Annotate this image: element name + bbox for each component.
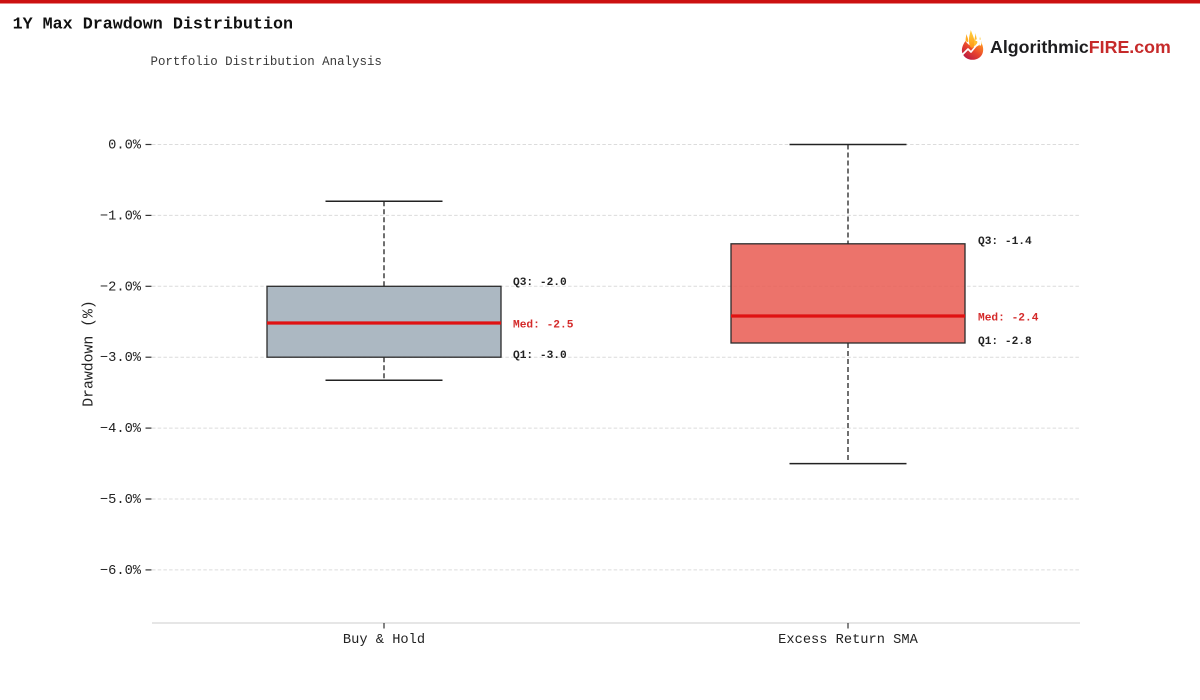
svg-text:Med: -2.5: Med: -2.5 (513, 320, 574, 332)
svg-text:Med: -2.4: Med: -2.4 (978, 313, 1039, 325)
svg-text:−1.0%: −1.0% (100, 209, 142, 224)
svg-text:−5.0%: −5.0% (100, 493, 142, 508)
svg-text:−4.0%: −4.0% (100, 422, 142, 437)
svg-text:Q3: -2.0: Q3: -2.0 (513, 277, 567, 289)
svg-text:−2.0%: −2.0% (100, 280, 142, 295)
svg-text:1Y Max Drawdown Distribution: 1Y Max Drawdown Distribution (13, 16, 293, 35)
svg-text:Buy & Hold: Buy & Hold (343, 633, 425, 648)
svg-text:−3.0%: −3.0% (100, 351, 142, 366)
svg-text:Q1: -3.0: Q1: -3.0 (513, 350, 567, 362)
svg-text:AlgorithmicFIRE.com: AlgorithmicFIRE.com (990, 37, 1171, 57)
svg-text:Excess Return SMA: Excess Return SMA (778, 633, 918, 648)
svg-text:Drawdown (%): Drawdown (%) (82, 300, 98, 407)
svg-text:Q3: -1.4: Q3: -1.4 (978, 236, 1032, 248)
svg-text:0.0%: 0.0% (108, 139, 142, 154)
svg-text:Portfolio Distribution Analysi: Portfolio Distribution Analysis (151, 55, 382, 69)
svg-text:Q1: -2.8: Q1: -2.8 (978, 336, 1032, 348)
svg-text:−6.0%: −6.0% (100, 564, 142, 579)
